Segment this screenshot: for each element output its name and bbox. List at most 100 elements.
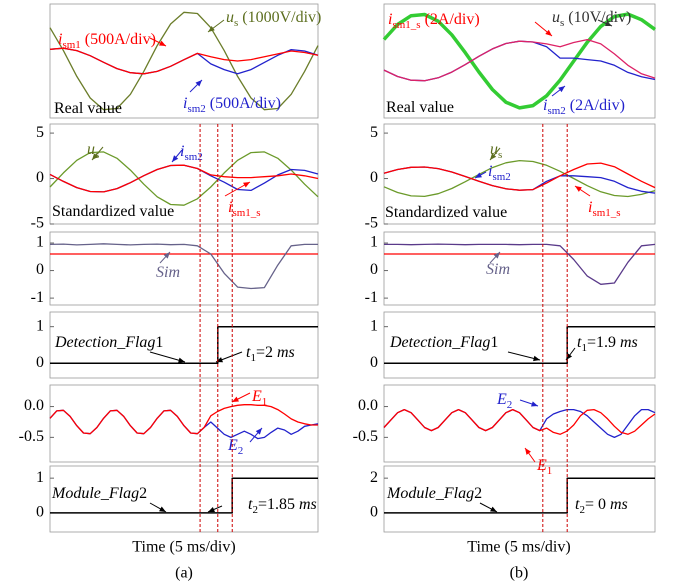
annotation-part: u [226, 9, 234, 26]
page: {"chart_data": [ {"type": "line", "xlim"… [0, 0, 689, 587]
series-line [50, 165, 318, 192]
arrow-head [216, 357, 223, 362]
annotation: Standardized value [52, 203, 174, 220]
arrow-head [575, 186, 582, 192]
annotation-part: =1.9 [587, 334, 620, 351]
annotation-part: sm2 [187, 103, 205, 115]
annotation: Sim [486, 261, 510, 278]
annotation-part: =2 [256, 344, 277, 361]
annotation-part: (500A/div) [206, 95, 281, 112]
annotation-part: 1 [490, 334, 498, 351]
annotation: Module_Flag2 [386, 485, 482, 502]
y-tick-label: -5 [31, 215, 44, 232]
annotation-part: Detection_Flag [54, 334, 155, 351]
series-line [384, 14, 655, 108]
y-tick-label: 1 [36, 317, 44, 334]
arrow-head [558, 86, 565, 92]
plot-frame [384, 232, 655, 305]
annotation-part: = 0 [585, 496, 610, 513]
annotation-part: ms [610, 496, 628, 513]
annotation: ism1 (500A/div) [58, 31, 156, 51]
y-tick-label: -0.5 [353, 428, 378, 445]
y-tick-label: 1 [370, 234, 378, 251]
annotation: ism1_s (2A/div) [388, 11, 480, 31]
series-line [50, 48, 318, 74]
series-line [384, 163, 655, 190]
annotation: ism2 (2A/div) [543, 97, 625, 117]
panel-label: (a) [175, 565, 193, 582]
arrow-head [531, 401, 538, 406]
annotation: t1=2 ms [246, 344, 295, 364]
annotation: Real value [386, 99, 454, 116]
x-axis-label: Time (5 ms/div) [132, 539, 235, 556]
y-tick-label: -1 [31, 289, 44, 306]
y-tick-label: 0 [36, 354, 44, 371]
annotation: us (10V/div) [552, 9, 631, 29]
series-line [50, 48, 318, 74]
y-tick-label: 1 [36, 469, 44, 486]
panel-label: (b) [510, 565, 529, 582]
annotation: ism1_s [228, 199, 261, 219]
y-tick-label: -1 [365, 289, 378, 306]
y-tick-label: 1 [370, 317, 378, 334]
series-line [384, 410, 655, 435]
annotation: t2=1.85 ms [248, 496, 317, 516]
series-line [384, 41, 655, 80]
annotation-part: sm1_s [392, 19, 420, 31]
y-tick-label: -0.5 [19, 428, 44, 445]
annotation-part: ms [620, 334, 638, 351]
annotation: ism1_s [588, 199, 621, 219]
x-axis-label: Time (5 ms/div) [467, 539, 570, 556]
series-line [384, 244, 655, 284]
annotation: t2= 0 ms [575, 496, 628, 516]
annotation-part: Module_Flag [51, 485, 139, 502]
y-tick-label: -5 [365, 215, 378, 232]
annotation-part: u [552, 9, 560, 26]
series-line [384, 161, 655, 197]
arrow-head [178, 358, 185, 363]
annotation: Detection_Flag1 [389, 334, 498, 351]
series-line [50, 244, 318, 289]
y-tick-label: 5 [370, 124, 378, 141]
y-tick-label: 2 [370, 469, 378, 486]
annotation-part: E [251, 388, 262, 405]
annotation: t1=1.9 ms [577, 334, 638, 354]
y-tick-label: 0 [36, 261, 44, 278]
annotation-part: sm2 [492, 171, 510, 183]
annotation-part: (2A/div) [566, 97, 625, 114]
series-line [384, 40, 655, 81]
series-line [50, 165, 318, 192]
annotation: E2 [227, 437, 243, 457]
annotation-part: Standardized value [385, 204, 507, 221]
annotation-part: 2 [474, 485, 482, 502]
annotation: E1 [251, 388, 267, 408]
annotation-part: ms [299, 496, 317, 513]
series-line [50, 405, 318, 434]
arrow-head [208, 26, 215, 32]
y-tick-label: 0 [36, 504, 44, 521]
annotation: E1 [536, 457, 552, 477]
annotation-part: sm1_s [592, 207, 620, 219]
figure: Time (5 ms/div) (a) Time (5 ms/div) (b) … [0, 0, 689, 587]
y-tick-label: 0 [36, 169, 44, 186]
annotation-part: Standardized value [52, 203, 174, 220]
y-tick-label: 0.0 [24, 397, 44, 414]
annotation-part: E [496, 391, 507, 408]
arrow-head [533, 356, 540, 361]
annotation-part: Real value [54, 100, 122, 117]
annotation-part: sm1_s [232, 207, 260, 219]
annotation-part: Sim [156, 264, 180, 281]
series-line [384, 167, 655, 193]
annotation-part: (2A/div) [421, 11, 480, 28]
annotation-part: (500A/div) [81, 31, 156, 48]
plot-frame [50, 232, 318, 305]
annotation-part: sm2 [547, 105, 565, 117]
y-tick-label: 0 [370, 504, 378, 521]
arrow-head [525, 448, 531, 455]
annotation-part: 2 [139, 485, 147, 502]
annotation-part: Sim [486, 261, 510, 278]
annotation-part: 2 [238, 445, 244, 457]
annotation: ism2 (500A/div) [183, 95, 281, 115]
plot-frame [384, 385, 655, 462]
y-tick-label: 1 [36, 234, 44, 251]
